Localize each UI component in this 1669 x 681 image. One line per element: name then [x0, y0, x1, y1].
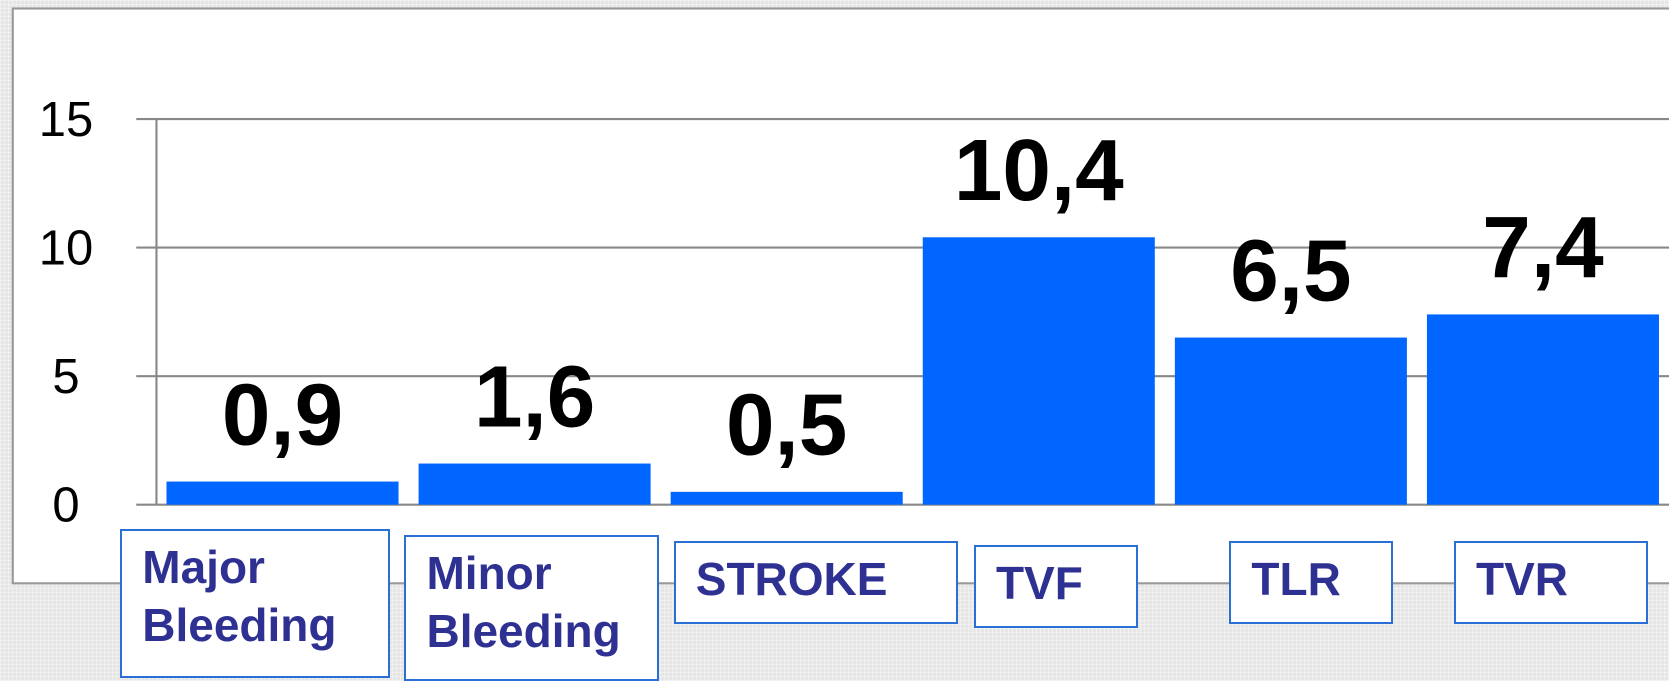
value-label: 10,4: [954, 122, 1124, 219]
y-tick-label: 15: [39, 93, 93, 147]
bar: [1174, 337, 1407, 505]
x-tick-label: TVR: [1453, 540, 1648, 624]
value-label: 1,6: [474, 348, 595, 445]
x-tick-label: Minor Bleeding: [404, 535, 659, 681]
value-label: 6,5: [1230, 222, 1351, 319]
x-tick-label: STROKE: [673, 540, 958, 624]
value-label: 0,5: [726, 377, 847, 474]
value-label: 7,4: [1482, 199, 1604, 296]
y-tick-label: 5: [52, 350, 79, 404]
bar: [418, 463, 651, 505]
y-tick-label: 10: [39, 222, 93, 276]
x-tick-label: TVF: [973, 544, 1138, 628]
bar: [1426, 314, 1659, 505]
bar: [922, 237, 1155, 505]
bar: [166, 481, 399, 505]
value-label: 0,9: [222, 366, 343, 463]
y-tick-label: 0: [52, 479, 79, 533]
x-tick-label: Major Bleeding: [120, 529, 390, 679]
bar: [670, 491, 903, 505]
x-tick-label: TLR: [1229, 540, 1394, 624]
